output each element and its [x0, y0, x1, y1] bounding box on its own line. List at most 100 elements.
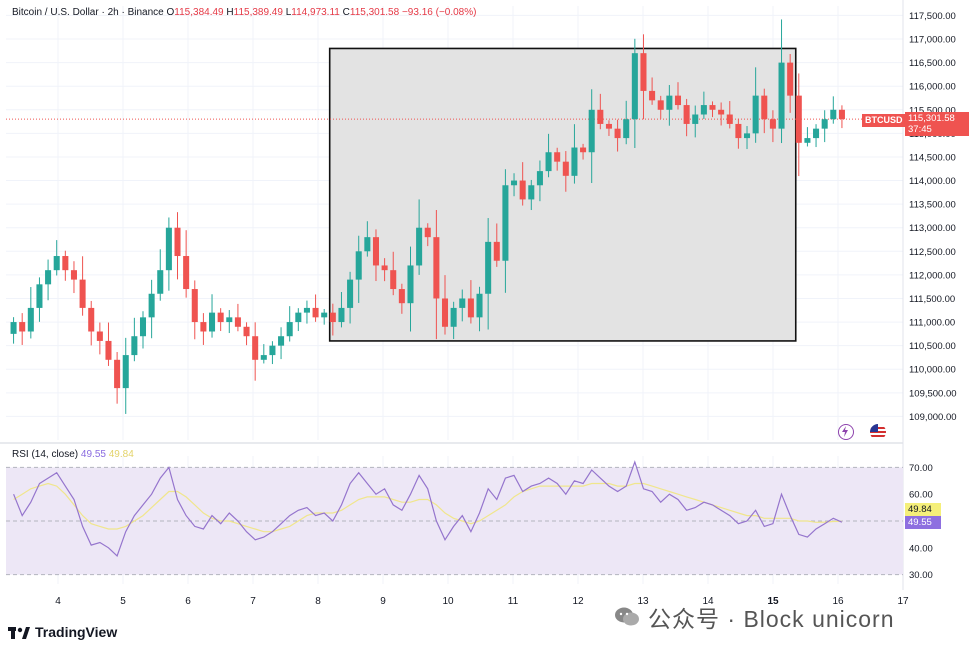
candle-body: [674, 95, 682, 106]
candle-body: [312, 307, 319, 318]
candle-body: [260, 355, 267, 360]
candle-body: [597, 109, 604, 124]
candle-body: [226, 317, 233, 323]
candle-body: [70, 270, 77, 280]
candle-body: [467, 298, 474, 318]
candle-body: [450, 307, 457, 327]
open-label: O: [166, 7, 175, 18]
x-tick-label: 16: [832, 596, 844, 607]
candle-body: [303, 307, 310, 313]
candle-body: [174, 227, 181, 257]
candle-body: [502, 185, 509, 261]
candle-body: [398, 289, 405, 304]
wechat-icon: [614, 606, 640, 628]
high-value: 115,389.49: [233, 7, 283, 18]
flag-icon[interactable]: [870, 424, 886, 440]
candle-body: [709, 105, 716, 110]
x-tick-label: 4: [55, 596, 61, 607]
candle-body: [183, 256, 190, 290]
symbol-label: Bitcoin / U.S. Dollar · 2h · Binance: [12, 7, 164, 18]
candle-body: [718, 109, 725, 115]
candle-body: [631, 53, 638, 120]
lightning-icon[interactable]: [838, 424, 854, 440]
candle-body: [614, 128, 621, 139]
y-tick-label: 117,500.00: [909, 11, 956, 22]
y-tick-label: 116,500.00: [909, 58, 956, 69]
low-label: L: [285, 7, 292, 18]
open-value: 115,384.49: [174, 7, 224, 18]
rsi-tick-label: 40.00: [909, 543, 933, 554]
candle-body: [148, 293, 155, 318]
candle-body: [165, 227, 172, 271]
tradingview-logo-text: TradingView: [35, 624, 118, 640]
last-price-value: 115,301.58: [908, 113, 955, 124]
candle-body: [79, 279, 86, 308]
y-tick-label: 111,000.00: [909, 318, 955, 329]
watermark: 公众号 · Block unicorn: [614, 600, 895, 634]
candle-body: [131, 336, 138, 356]
candle-body: [485, 241, 492, 294]
x-tick-label: 13: [637, 596, 649, 607]
candle-body: [139, 317, 147, 337]
candle-body: [580, 147, 587, 153]
y-tick-label: 113,000.00: [909, 223, 956, 234]
candle-body: [769, 119, 776, 129]
candle-body: [234, 317, 241, 327]
candle-body: [27, 307, 34, 332]
candle-body: [355, 251, 362, 280]
candle-body: [321, 312, 328, 318]
candle-body: [53, 256, 60, 271]
candle-body: [217, 312, 224, 323]
candle-body: [381, 265, 388, 271]
candle-body: [122, 355, 129, 389]
candle-body: [649, 90, 656, 101]
candle-body: [536, 171, 543, 186]
tradingview-logo[interactable]: TradingView: [8, 624, 117, 640]
candle-body: [726, 114, 733, 124]
candle-body: [743, 133, 751, 139]
watermark-text: 公众号 · Block unicorn: [648, 606, 895, 632]
y-tick-label: 116,000.00: [909, 82, 956, 93]
candle-body: [787, 62, 794, 96]
candle-body: [441, 298, 449, 327]
rsi-title: RSI (14, close): [12, 449, 79, 460]
candle-body: [45, 270, 52, 285]
y-tick-label: 113,500.00: [909, 200, 956, 211]
candle-body: [191, 289, 198, 323]
candle-body: [157, 270, 164, 294]
candle-body: [838, 109, 845, 120]
candle-body: [778, 62, 785, 129]
candle-body: [364, 237, 371, 252]
x-tick-label: 12: [572, 596, 584, 607]
y-tick-label: 117,000.00: [909, 35, 956, 46]
close-label: C: [342, 7, 350, 18]
candle-body: [554, 152, 561, 162]
candle-body: [338, 307, 345, 323]
rsi-line: [13, 460, 843, 557]
close-value: 115,301.58: [349, 7, 400, 18]
candle-body: [36, 284, 43, 308]
x-tick-label: 6: [185, 596, 191, 607]
candle-body: [62, 256, 69, 271]
rsi-value: 49.55: [80, 449, 106, 460]
y-tick-label: 112,500.00: [909, 247, 956, 258]
candle-body: [761, 95, 768, 120]
y-tick-label: 114,000.00: [909, 176, 956, 187]
candle-body: [821, 119, 828, 129]
x-tick-label: 10: [442, 596, 454, 607]
highlight-box: [328, 47, 797, 342]
y-tick-label: 110,000.00: [909, 365, 956, 376]
candle-body: [683, 105, 690, 124]
x-tick-label: 9: [380, 596, 386, 607]
candle-body: [623, 119, 630, 139]
candle-body: [752, 95, 759, 134]
candle-body: [511, 180, 518, 186]
candle-body: [640, 53, 647, 91]
x-tick-label: 5: [120, 596, 126, 607]
last-price-tag: 115,301.58 37:45: [905, 112, 969, 136]
candle-body: [347, 279, 354, 308]
candle-body: [433, 237, 440, 299]
candle-body: [476, 293, 483, 318]
x-tick-label: 8: [315, 596, 321, 607]
